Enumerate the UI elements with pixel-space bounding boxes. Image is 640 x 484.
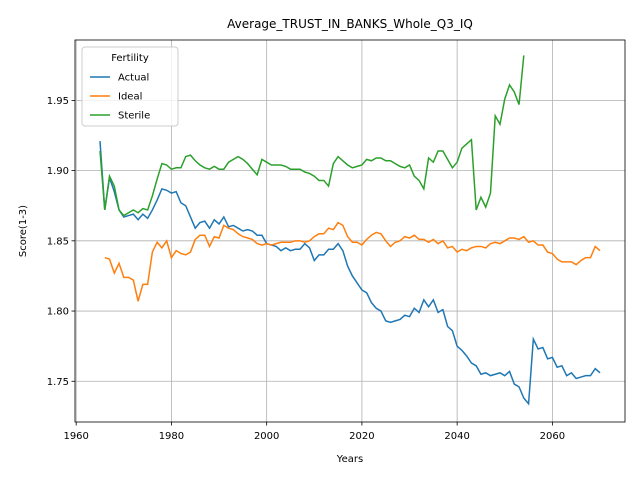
x-tick-label: 2020 [349,431,374,442]
axes-frame [74,39,626,423]
legend-label: Ideal [118,92,142,103]
y-tick-label: 1.75 [47,377,69,388]
legend-title: Fertility [111,53,149,64]
chart-title: Average_TRUST_IN_BANKS_Whole_Q3_IQ [227,17,473,31]
y-tick-label: 1.90 [47,166,69,177]
series-line [99,55,525,217]
x-tick-label: 2040 [444,431,469,442]
x-tick-label: 2060 [540,431,565,442]
x-axis-label: Years [336,454,363,465]
legend-label: Sterile [118,111,150,122]
y-axis-label: Score(1-3) [18,205,29,257]
y-tick-label: 1.80 [47,307,69,318]
y-tick-label: 1.95 [47,96,69,107]
x-tick-label: 1960 [63,431,88,442]
x-tick-label: 1980 [159,431,184,442]
legend-box [81,46,179,127]
x-tick-label: 2000 [254,431,279,442]
y-tick-label: 1.85 [47,236,69,247]
series-line [99,141,601,406]
legend-label: Actual [118,73,149,84]
series-line [104,221,601,302]
